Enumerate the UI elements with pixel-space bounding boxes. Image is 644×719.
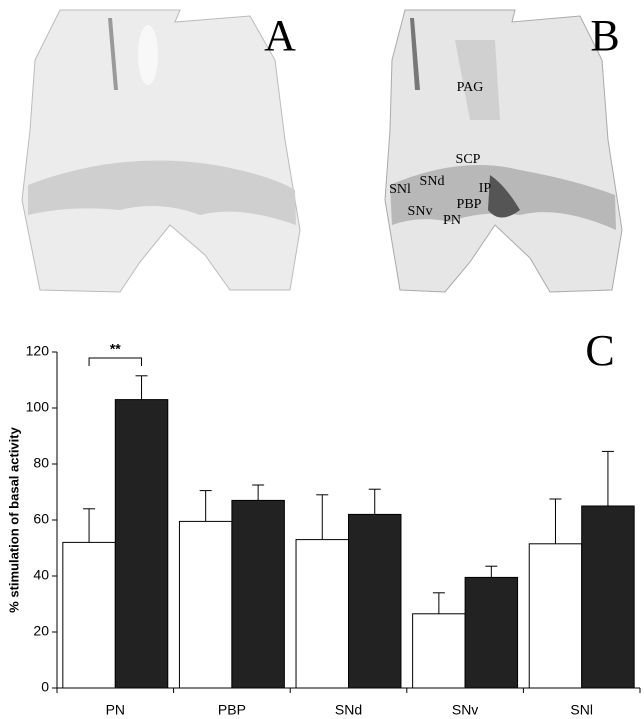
bar xyxy=(231,499,285,689)
bar xyxy=(348,513,402,689)
bar xyxy=(412,613,466,689)
y-tick-label: 80 xyxy=(33,455,49,471)
y-tick-label: 100 xyxy=(26,399,50,415)
region-label: SCP xyxy=(456,152,481,167)
bar xyxy=(464,576,519,689)
y-tick-label: 0 xyxy=(41,679,49,695)
panel-label: C xyxy=(585,326,614,375)
y-tick-label: 60 xyxy=(33,511,49,527)
significance-bracket xyxy=(88,357,143,366)
annotation: ** xyxy=(110,341,121,357)
x-tick-label: SNd xyxy=(335,702,362,718)
x-tick-label: SNv xyxy=(452,702,478,718)
region-label: SNl xyxy=(389,182,411,197)
region-label: SNd xyxy=(420,174,445,189)
brain-section-a xyxy=(21,9,301,293)
bar xyxy=(528,543,583,689)
region-label: PN xyxy=(443,213,461,228)
y-axis-label: % stimulation of basal activity xyxy=(6,426,21,612)
y-tick-label: 40 xyxy=(33,567,49,583)
panel-label: B xyxy=(590,11,619,60)
region-label: SNv xyxy=(408,204,433,219)
y-tick-label: 20 xyxy=(33,623,49,639)
region-label: IP xyxy=(479,181,492,196)
region-label: PAG xyxy=(457,80,484,95)
region-label: PBP xyxy=(457,197,482,212)
bar xyxy=(62,541,116,689)
bar xyxy=(581,505,635,689)
x-tick-label: SNl xyxy=(570,702,593,718)
bar xyxy=(114,399,169,689)
bar xyxy=(178,520,233,689)
x-tick-label: PN xyxy=(106,702,125,718)
x-tick-label: PBP xyxy=(218,702,246,718)
y-tick-label: 120 xyxy=(26,343,50,359)
bar xyxy=(295,539,349,689)
panel-label: A xyxy=(264,11,296,60)
brain-section-b xyxy=(384,9,623,293)
